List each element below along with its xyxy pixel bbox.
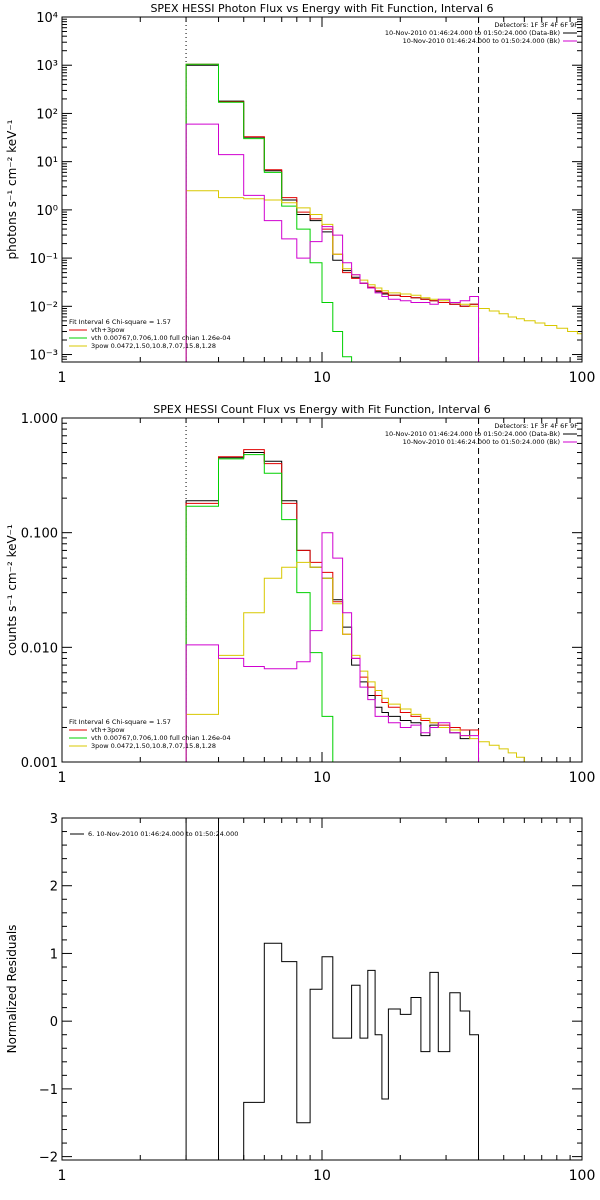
y-tick-label: −1 <box>39 1083 58 1098</box>
series-data-bk <box>185 452 479 762</box>
fit-header: Fit Interval 6 Chi-square = 1.57 <box>69 718 171 726</box>
plot-frame <box>61 16 583 363</box>
time-interval-label: 10-Nov-2010 01:46:24.000 to 01:50:24.000… <box>385 29 560 37</box>
y-tick-label: 2 <box>50 880 58 895</box>
legend-entry: vth+3pow <box>91 726 125 734</box>
series-group <box>185 449 582 762</box>
y-axis-label: Normalized Residuals <box>5 925 19 1054</box>
y-tick-label: −2 <box>39 1151 58 1166</box>
series-3pow <box>185 190 582 362</box>
series-bk <box>185 532 479 762</box>
y-axis-ticks: 10⁻³ 10⁻² 10⁻¹ 10⁰ 10¹ 10² 10³ 10⁴ <box>29 11 582 364</box>
y-axis-ticks: 0.001 0.010 0.100 1.000 <box>21 412 582 771</box>
x-tick-label: 10 <box>313 770 331 786</box>
chart-title: SPEX HESSI Photon Flux vs Energy with Fi… <box>150 2 493 15</box>
series-vth-3pow <box>185 449 479 762</box>
y-axis-label: photons s⁻¹ cm⁻² keV⁻¹ <box>5 119 19 259</box>
x-tick-label: 10 <box>313 370 331 386</box>
detectors-label: Detectors: 1F 3F 4F 6F 9F <box>494 21 578 29</box>
legend-entry: 3pow 0.0472,1.50,10.8,7.07,15.8,1.28 <box>91 342 216 350</box>
series-vth <box>185 454 352 762</box>
y-tick-label: 3 <box>50 812 58 827</box>
series-group <box>185 63 582 362</box>
x-tick-label: 1 <box>58 370 67 386</box>
y-axis-ticks: −2 −1 0 1 2 3 <box>39 812 582 1166</box>
y-tick-label: 1.000 <box>21 412 58 427</box>
y-axis-label: counts s⁻¹ cm⁻² keV⁻¹ <box>5 524 19 656</box>
legend-entry: vth 0.00767,0.706,1.00 full chian 1.26e-… <box>91 334 231 342</box>
plot-frame <box>61 417 583 763</box>
legend-entry: vth+3pow <box>91 326 125 334</box>
legend-entry: 6. 10-Nov-2010 01:46:24.000 to 01:50:24.… <box>88 830 238 838</box>
y-tick-label: 10⁻³ <box>29 349 58 364</box>
time-interval-label: 10-Nov-2010 01:46:24.000 to 01:50:24.000… <box>403 37 560 45</box>
detectors-label: Detectors: 1F 3F 4F 6F 9F <box>494 422 578 430</box>
panel-3: Normalized Residuals 1 10 100 −2 −1 0 1 2 3 6. 10-… <box>5 812 595 1184</box>
series-bk <box>185 123 479 362</box>
x-tick-label: 100 <box>569 1168 596 1184</box>
y-tick-label: 10⁴ <box>36 11 58 26</box>
x-axis-ticks: 1 10 100 <box>58 418 596 786</box>
x-tick-label: 1 <box>58 1168 67 1184</box>
panel-1: SPEX HESSI Photon Flux vs Energy with Fi… <box>5 2 595 386</box>
y-tick-label: 10⁻¹ <box>29 252 58 267</box>
x-tick-label: 100 <box>569 370 596 386</box>
y-tick-label: 0 <box>50 1015 58 1030</box>
series-vth <box>185 63 353 362</box>
y-tick-label: 10² <box>36 107 58 122</box>
y-tick-label: 0.010 <box>21 641 58 656</box>
y-tick-label: 10⁻² <box>29 300 58 315</box>
fit-header: Fit Interval 6 Chi-square = 1.57 <box>69 318 171 326</box>
x-tick-label: 10 <box>313 1168 331 1184</box>
time-interval-label: 10-Nov-2010 01:46:24.000 to 01:50:24.000… <box>403 438 560 446</box>
series-group <box>185 818 479 1160</box>
chart-title: SPEX HESSI Count Flux vs Energy with Fit… <box>153 403 490 416</box>
y-tick-label: 1 <box>50 947 58 962</box>
x-tick-label: 1 <box>58 770 67 786</box>
plot-frame <box>61 817 583 1161</box>
y-tick-label: 10⁰ <box>36 204 58 219</box>
x-axis-ticks: 1 10 100 <box>58 818 596 1184</box>
time-interval-label: 10-Nov-2010 01:46:24.000 to 01:50:24.000… <box>385 430 560 438</box>
legend-entry: 3pow 0.0472,1.50,10.8,7.07,15.8,1.28 <box>91 742 216 750</box>
y-tick-label: 0.001 <box>21 756 58 771</box>
x-tick-label: 100 <box>569 770 596 786</box>
series-6-10-nov-2010-01-46-24-000-to-01-50-24-000 <box>185 818 479 1160</box>
y-tick-label: 10³ <box>36 59 58 74</box>
legend-entry: vth 0.00767,0.706,1.00 full chian 1.26e-… <box>91 734 231 742</box>
y-tick-label: 10¹ <box>36 156 58 171</box>
series-3pow <box>185 561 582 762</box>
panel-2: SPEX HESSI Count Flux vs Energy with Fit… <box>5 403 595 786</box>
y-tick-label: 0.100 <box>21 527 58 542</box>
x-axis-ticks: 1 10 100 <box>58 17 596 386</box>
